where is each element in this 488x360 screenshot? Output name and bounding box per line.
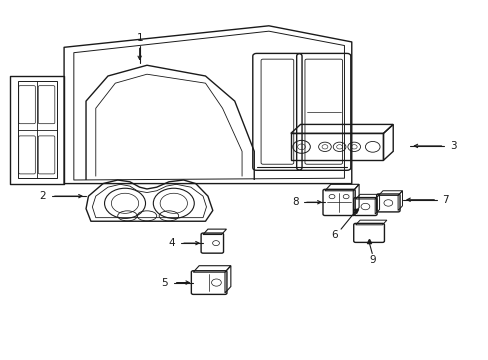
Text: 8: 8 bbox=[291, 197, 298, 207]
Bar bbox=[290, 134, 383, 160]
Text: 6: 6 bbox=[331, 230, 337, 239]
Text: 7: 7 bbox=[442, 195, 448, 205]
Text: 9: 9 bbox=[368, 255, 375, 265]
Text: 2: 2 bbox=[39, 191, 45, 201]
Text: 5: 5 bbox=[161, 278, 167, 288]
Text: 4: 4 bbox=[168, 238, 174, 248]
Text: 3: 3 bbox=[449, 141, 456, 151]
Text: 1: 1 bbox=[136, 33, 142, 43]
